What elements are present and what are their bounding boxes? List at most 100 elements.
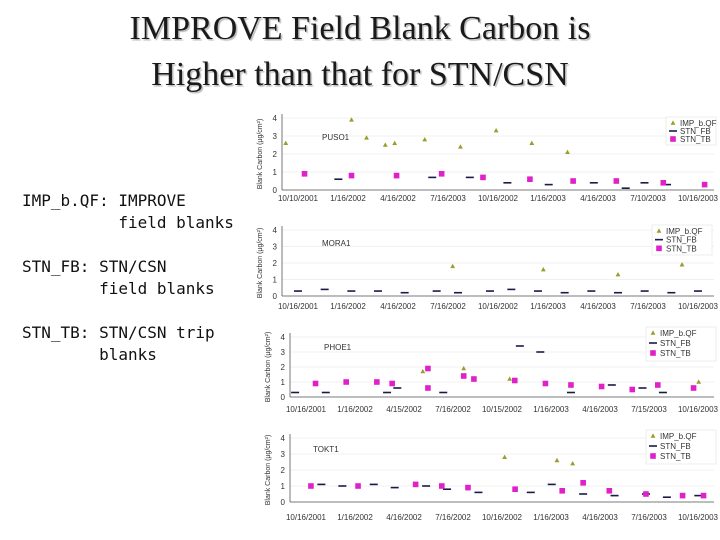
imp-bqf-point (696, 379, 702, 384)
legend-label: STN_FB (660, 442, 691, 451)
site-label: PHOE1 (324, 343, 352, 352)
x-tick-label: 10/16/2002 (478, 194, 519, 203)
x-tick-label: 7/16/2002 (435, 405, 471, 414)
y-tick-label: 2 (281, 363, 286, 372)
x-tick-label: 10/16/2001 (278, 302, 319, 311)
stn-tb-point (439, 483, 445, 489)
stn-tb-point (480, 174, 486, 181)
y-tick-label: 3 (273, 132, 278, 141)
imp-bqf-point (670, 120, 676, 125)
stn-tb-point (580, 480, 586, 486)
y-axis-label: Blank Carbon (µg/cm²) (265, 435, 272, 506)
imp-bqf-point (493, 128, 499, 133)
x-tick-label: 4/16/2003 (582, 405, 618, 414)
legend-line: STN_FB: STN/CSN (22, 257, 167, 276)
x-tick-label: 1/16/2002 (330, 194, 366, 203)
stn-tb-point (301, 171, 308, 177)
x-tick-label: 10/15/2002 (482, 405, 523, 414)
imp-bqf-point (615, 271, 621, 277)
stn-tb-point (679, 492, 686, 499)
x-tick-label: 10/16/2003 (678, 405, 719, 414)
y-tick-label: 0 (281, 393, 286, 402)
x-tick-label: 1/16/2002 (337, 513, 373, 522)
legend-label: IMP_b.QF (660, 329, 697, 338)
y-tick-label: 0 (281, 498, 286, 507)
imp-bqf-point (540, 267, 546, 272)
legend-label: STN_TB (680, 135, 711, 144)
x-tick-label: 1/16/2003 (530, 194, 566, 203)
legend-line: field blanks (22, 279, 215, 298)
stn-tb-point (629, 386, 636, 393)
imp-bqf-point (382, 142, 388, 147)
y-axis-label: Blank Carbon (µg/cm²) (257, 228, 264, 299)
imp-bqf-point (450, 263, 456, 269)
legend-label: IMP_b.QF (666, 227, 703, 236)
imp-bqf-point (364, 135, 369, 140)
imp-bqf-point (461, 365, 467, 371)
legend-label: STN_FB (660, 339, 691, 348)
x-tick-label: 7/16/2002 (430, 302, 466, 311)
stn-tb-point (460, 373, 467, 379)
stn-tb-point (700, 492, 707, 499)
y-tick-label: 1 (273, 276, 278, 285)
slide-title-line-1: IMPROVE Field Blank Carbon is (129, 10, 591, 47)
y-tick-label: 4 (273, 226, 278, 235)
imp-bqf-point (565, 149, 570, 154)
imp-bqf-point (570, 461, 576, 466)
x-tick-label: 10/16/2001 (286, 405, 327, 414)
stn-tb-point (355, 483, 361, 489)
stn-tb-point (425, 385, 431, 391)
stn-tb-point (670, 136, 676, 142)
stn-tb-point (393, 172, 400, 179)
x-tick-label: 7/16/2003 (631, 513, 667, 522)
imp-bqf-point (656, 228, 662, 233)
stn-tb-point (613, 178, 620, 184)
stn-tb-point (656, 245, 662, 252)
x-tick-label: 1/16/2002 (330, 302, 366, 311)
x-tick-label: 10/16/2001 (286, 513, 327, 522)
imp-bqf-point (502, 454, 508, 459)
x-tick-label: 7/10/2003 (630, 194, 666, 203)
legend-label: IMP_b.QF (680, 119, 717, 128)
x-tick-label: 4/15/2002 (386, 405, 422, 414)
stn-tb-point (412, 481, 419, 488)
y-tick-label: 1 (281, 482, 286, 491)
legend-box (645, 429, 717, 465)
x-tick-label: 7/15/2003 (631, 405, 667, 414)
imp-bqf-point (422, 137, 428, 142)
stn-tb-point (542, 380, 549, 387)
legend-line: STN_TB: STN/CSN trip (22, 323, 215, 342)
stn-tb-point (570, 178, 576, 184)
y-tick-label: 2 (273, 259, 278, 268)
y-tick-label: 2 (273, 150, 278, 159)
stn-tb-point (348, 172, 355, 179)
x-tick-label: 7/16/2003 (630, 302, 666, 311)
imp-bqf-point (420, 368, 426, 374)
x-tick-label: 1/16/2003 (533, 405, 569, 414)
stn-tb-point (606, 488, 613, 494)
chart-panel-phoe1: 0 1 2 3 4 10/16/2001 1/16/2002 4/15/2002 7/16/20… (265, 326, 719, 414)
x-tick-label: 10/16/2003 (678, 302, 719, 311)
legend-label: STN_FB (680, 127, 711, 136)
site-label: PUSO1 (322, 133, 350, 142)
y-tick-label: 3 (281, 450, 286, 459)
stn-tb-point (527, 176, 533, 182)
legend-box (645, 326, 717, 362)
y-tick-label: 3 (273, 243, 278, 252)
imp-bqf-point (554, 457, 560, 463)
stn-tb-point (343, 379, 349, 385)
slide-title-line-2: Higher than that for STN/CSN (151, 56, 569, 93)
x-tick-label: 10/16/2002 (482, 513, 523, 522)
stn-tb-point (650, 453, 656, 459)
x-tick-label: 4/16/2003 (580, 302, 616, 311)
stn-tb-point (701, 181, 708, 188)
stn-tb-point (312, 380, 319, 387)
site-label: TOKT1 (313, 445, 339, 454)
x-tick-label: 4/16/2003 (582, 513, 618, 522)
x-tick-label: 7/16/2003 (430, 194, 466, 203)
imp-bqf-point (349, 117, 354, 122)
stn-tb-point (655, 382, 661, 388)
x-tick-label: 7/16/2002 (435, 513, 471, 522)
site-label: MORA1 (322, 239, 351, 248)
